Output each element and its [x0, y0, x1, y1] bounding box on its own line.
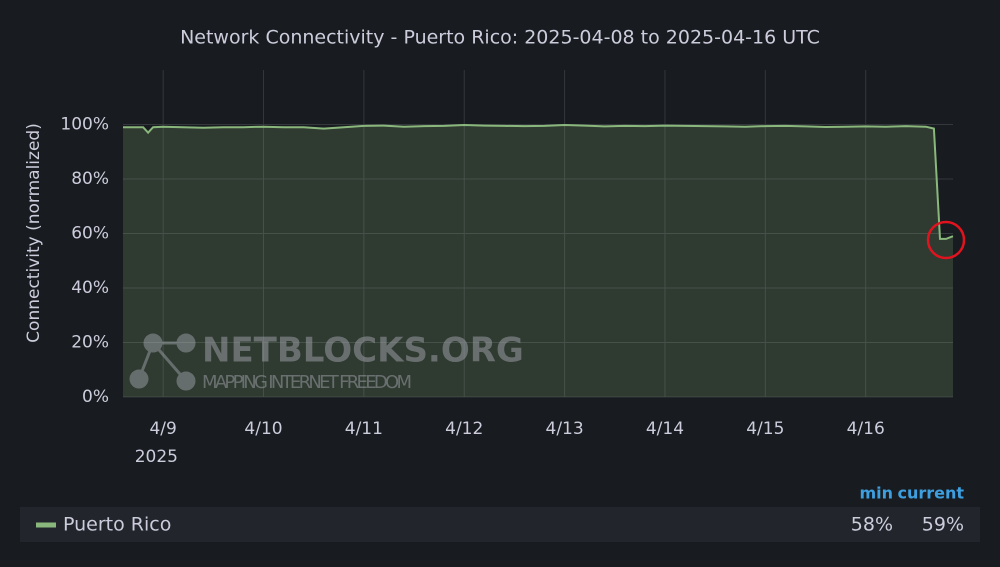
y-tick-label: 20%: [71, 333, 109, 353]
y-tick-label: 0%: [82, 387, 109, 407]
x-sublabel: 2025: [135, 447, 178, 467]
legend-row: [20, 507, 980, 542]
x-tick-label: 4/10: [244, 419, 282, 439]
x-tick-label: 4/11: [345, 419, 383, 439]
legend-stat-value: 58%: [851, 514, 893, 536]
logo-link: [151, 342, 188, 382]
y-tick-label: 60%: [71, 224, 109, 244]
y-tick-label: 40%: [71, 278, 109, 298]
x-tick-label: 4/15: [746, 419, 784, 439]
legend-label[interactable]: Puerto Rico: [63, 514, 171, 536]
x-tick-label: 4/9: [149, 419, 176, 439]
watermark-tagline: MAPPING INTERNET FREEDOM: [202, 372, 412, 393]
x-tick-label: 4/16: [847, 419, 885, 439]
watermark-brand: NETBLOCKS.ORG: [202, 331, 524, 371]
chart-title: Network Connectivity - Puerto Rico: 2025…: [180, 27, 820, 49]
legend-stat-header: current: [897, 484, 964, 503]
y-axis-label: Connectivity (normalized): [24, 123, 44, 343]
legend-stat-value: 59%: [922, 514, 964, 536]
series-area: [123, 125, 953, 397]
plot-area: [123, 70, 954, 398]
logo-node: [176, 333, 196, 353]
x-tick-label: 4/14: [646, 419, 684, 439]
x-tick-label: 4/12: [445, 419, 483, 439]
logo-node: [129, 369, 149, 389]
legend-stat-header: min: [859, 484, 893, 503]
y-tick-label: 80%: [71, 169, 109, 189]
logo-link: [137, 342, 155, 380]
logo-node: [143, 333, 163, 353]
highlight-circle: [926, 220, 966, 260]
logo-node: [176, 371, 196, 391]
x-tick-label: 4/13: [546, 419, 584, 439]
watermark-logo: [129, 333, 196, 391]
y-tick-label: 100%: [60, 115, 109, 135]
series-line: [123, 123, 954, 240]
